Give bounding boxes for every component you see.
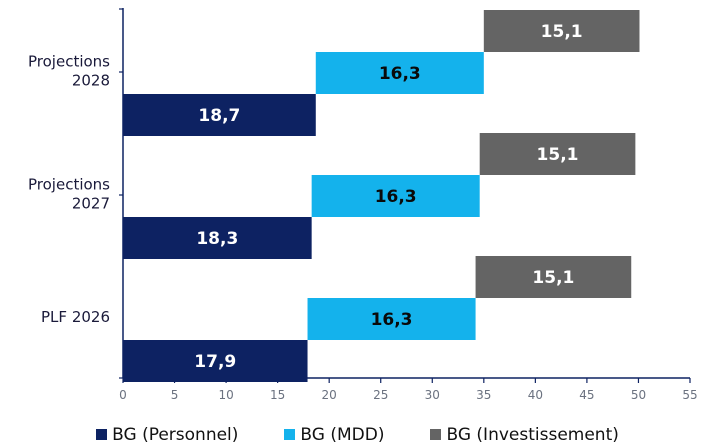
bar-bg-personnel-projections-2027 bbox=[123, 217, 312, 259]
x-tick-label: 55 bbox=[682, 388, 697, 402]
axes: 0 5 10 15 20 25 30 35 40 45 50 55 Projections 2028 Pro… bbox=[28, 8, 698, 402]
bar-value-label: 15,1 bbox=[532, 268, 574, 288]
x-tick-label: 40 bbox=[528, 388, 543, 402]
bar-value-label: 16,3 bbox=[371, 310, 413, 330]
legend-item-investissement: BG (Investissement) bbox=[430, 424, 619, 445]
bar-value-label: 15,1 bbox=[541, 22, 583, 42]
category-label: Projections 2027 bbox=[28, 176, 110, 213]
bar-bg-mdd-projections-2028 bbox=[315, 52, 484, 94]
bar-value-label: 16,3 bbox=[375, 187, 417, 207]
bar-value-label: 18,7 bbox=[198, 106, 240, 126]
x-tick-label: 35 bbox=[476, 388, 491, 402]
x-tick-label: 50 bbox=[631, 388, 646, 402]
bar-bg-investissement-projections-2027 bbox=[479, 133, 636, 175]
x-tick-label: 25 bbox=[373, 388, 388, 402]
legend-label-investissement: BG (Investissement) bbox=[446, 424, 619, 445]
legend-label-personnel: BG (Personnel) bbox=[112, 424, 239, 445]
bar-bg-mdd-projections-2027 bbox=[311, 175, 480, 217]
x-tick-label: 30 bbox=[425, 388, 440, 402]
legend-item-personnel: BG (Personnel) bbox=[96, 425, 238, 445]
bar-bg-personnel-projections-2028 bbox=[123, 94, 316, 136]
category-label: Projections 2028 bbox=[28, 53, 110, 90]
bar-value-label: 16,3 bbox=[379, 64, 421, 84]
x-tick-label: 10 bbox=[218, 388, 233, 402]
legend-item-mdd: BG (MDD) bbox=[284, 425, 384, 445]
x-tick-label: 20 bbox=[322, 388, 337, 402]
labels: 18,7 16,3 15,1 18,3 16,3 15,1 17,9 16,3 15,1 bbox=[194, 22, 582, 372]
x-tick-label: 5 bbox=[171, 388, 179, 402]
bars bbox=[123, 10, 640, 382]
x-tick-label: 45 bbox=[579, 388, 594, 402]
bar-value-label: 15,1 bbox=[537, 145, 579, 165]
legend: BG (Personnel) BG (MDD) BG (Investisseme… bbox=[0, 422, 715, 447]
bar-bg-investissement-projections-2028 bbox=[483, 10, 640, 52]
bar-value-label: 18,3 bbox=[196, 229, 238, 249]
legend-label-mdd: BG (MDD) bbox=[300, 424, 385, 445]
x-tick-label: 15 bbox=[270, 388, 285, 402]
x-tick-label: 0 bbox=[119, 388, 127, 402]
bar-bg-investissement-plf-2026 bbox=[475, 256, 632, 298]
legend-swatch-mdd bbox=[284, 429, 296, 440]
legend-swatch-investissement bbox=[430, 429, 442, 440]
bar-bg-personnel-plf-2026 bbox=[123, 340, 308, 382]
legend-swatch-personnel bbox=[96, 429, 108, 440]
chart: 0 5 10 15 20 25 30 35 40 45 50 55 Projections 2028 Pro… bbox=[28, 8, 698, 402]
bar-value-label: 17,9 bbox=[194, 352, 236, 372]
bar-bg-mdd-plf-2026 bbox=[307, 298, 476, 340]
category-label: PLF 2026 bbox=[41, 308, 110, 326]
